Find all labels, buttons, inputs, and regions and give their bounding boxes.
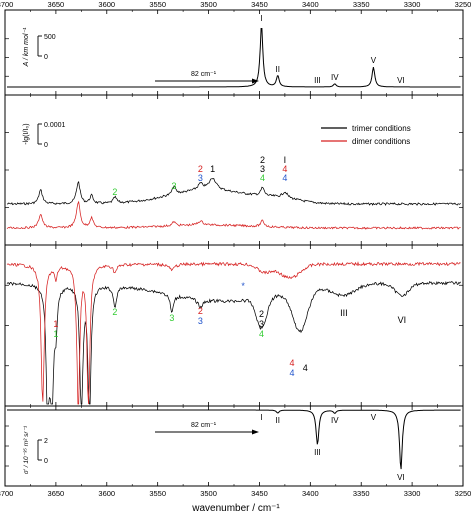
- band-label: 3: [171, 181, 176, 191]
- band-label: II: [276, 416, 280, 425]
- absorbance-trimer-line: [6, 178, 461, 207]
- band-label: 2: [260, 155, 265, 165]
- band-label: 3: [169, 313, 174, 323]
- band-label: 2: [259, 309, 264, 319]
- band-label: 1: [210, 164, 215, 174]
- legend-label-trimer: trimer conditions: [352, 124, 411, 133]
- band-label: 2: [198, 164, 203, 174]
- band-label: III: [314, 76, 321, 85]
- x-tick-label: 3550: [149, 489, 166, 498]
- x-tick-label-top: 3650: [48, 0, 65, 9]
- scale-bar-bottom-label: 0: [44, 142, 48, 149]
- band-label: I: [260, 413, 262, 422]
- band-label: 2: [112, 187, 117, 197]
- x-tick-label-top: 3500: [200, 0, 217, 9]
- band-label: 1: [53, 329, 58, 339]
- band-label: V: [371, 56, 377, 65]
- band-label: III: [340, 308, 348, 318]
- x-tick-label: 3450: [251, 489, 268, 498]
- bottom-tick-labels: 3700 3650 3600 3550 3500 3450 3400 3350 3300 3250: [0, 489, 471, 498]
- x-tick-label-top: 3250: [455, 0, 472, 9]
- x-tick-label: 3650: [48, 489, 65, 498]
- x-tick-label: 3700: [0, 489, 13, 498]
- band-label: VI: [397, 76, 405, 85]
- band-label: 3: [198, 173, 203, 183]
- band-label: VI: [397, 473, 405, 482]
- band-label: 2: [198, 306, 203, 316]
- shift-arrow-ir: 82 cm⁻¹: [155, 71, 259, 84]
- x-tick-label: 3250: [455, 489, 472, 498]
- band-label: 4: [259, 329, 264, 339]
- x-tick-label-top: 3350: [353, 0, 370, 9]
- x-tick-label: 3500: [200, 489, 217, 498]
- scale-bar-ir-computed: 500 0: [37, 34, 56, 61]
- computed-raman-line: [7, 409, 461, 470]
- x-tick-label: 3350: [353, 489, 370, 498]
- x-tick-label-top: 3400: [302, 0, 319, 9]
- x-tick-label-top: 3300: [404, 0, 421, 9]
- band-label: 4: [290, 358, 295, 368]
- x-tick-label-top: 3450: [251, 0, 268, 9]
- band-label: 3: [259, 319, 264, 329]
- band-label: 4: [282, 164, 287, 174]
- band-label: 4: [260, 173, 265, 183]
- x-tick-label-top: 3700: [0, 0, 13, 9]
- x-tick-label-top: 3550: [149, 0, 166, 9]
- band-label: 3: [198, 316, 203, 326]
- band-label: 4: [282, 173, 287, 183]
- shift-arrow-label: 82 cm⁻¹: [191, 71, 217, 78]
- raman-dimer-line: [6, 261, 461, 405]
- band-label: I: [284, 155, 287, 165]
- band-label: 4: [290, 368, 295, 378]
- y-axis-label-absorbance: -lg(I/I₀): [23, 123, 30, 144]
- panel-ir-absorbance: 0.0001 0 -lg(I/I₀) trimer conditions dim…: [6, 122, 461, 230]
- band-label: 2: [112, 307, 117, 317]
- band-label: IV: [331, 416, 339, 425]
- y-axis-label-raman-computed: σ′ / 10⁻³⁵ m² sr⁻¹: [23, 425, 30, 474]
- band-label: 1: [53, 319, 58, 329]
- scale-bar-absorbance: 0.0001 0: [37, 122, 66, 149]
- x-axis-label: wavenumber / cm⁻¹: [191, 503, 280, 514]
- scale-bar-top-label: 500: [44, 34, 56, 41]
- band-label: 3: [260, 164, 265, 174]
- legend: trimer conditions dimer conditions: [321, 124, 411, 146]
- x-tick-label: 3400: [302, 489, 319, 498]
- axis-ticks: [4, 10, 464, 486]
- shift-arrow-label: 82 cm⁻¹: [191, 422, 217, 429]
- band-label: IV: [331, 73, 339, 82]
- band-label: 4: [303, 363, 308, 373]
- scale-bar-top-label: 0.0001: [44, 122, 66, 129]
- scale-bar-bottom-label: 0: [44, 54, 48, 61]
- band-label: II: [276, 65, 280, 74]
- scale-bar-top-label: 2: [44, 438, 48, 445]
- computed-ir-line: [7, 28, 461, 88]
- band-label: *: [241, 281, 245, 291]
- y-axis-label-ir-computed: A / km mol⁻¹: [23, 27, 30, 67]
- x-tick-label: 3300: [404, 489, 421, 498]
- raman-trimer-line: [6, 281, 461, 405]
- absorbance-dimer-line: [6, 200, 461, 230]
- band-label: V: [371, 413, 377, 422]
- shift-arrow-raman: 82 cm⁻¹: [155, 422, 259, 435]
- scale-bar-raman-computed: 2 0: [37, 438, 48, 465]
- band-label: VI: [398, 315, 407, 325]
- scale-bar-bottom-label: 0: [44, 458, 48, 465]
- x-tick-label-top: 3600: [98, 0, 115, 9]
- band-label: I: [260, 14, 262, 23]
- band-label: III: [314, 448, 321, 457]
- legend-label-dimer: dimer conditions: [352, 137, 410, 146]
- x-tick-label: 3600: [98, 489, 115, 498]
- top-tick-labels: 3700 3650 3600 3550 3500 3450 3400 3350 3300 3250: [0, 0, 471, 9]
